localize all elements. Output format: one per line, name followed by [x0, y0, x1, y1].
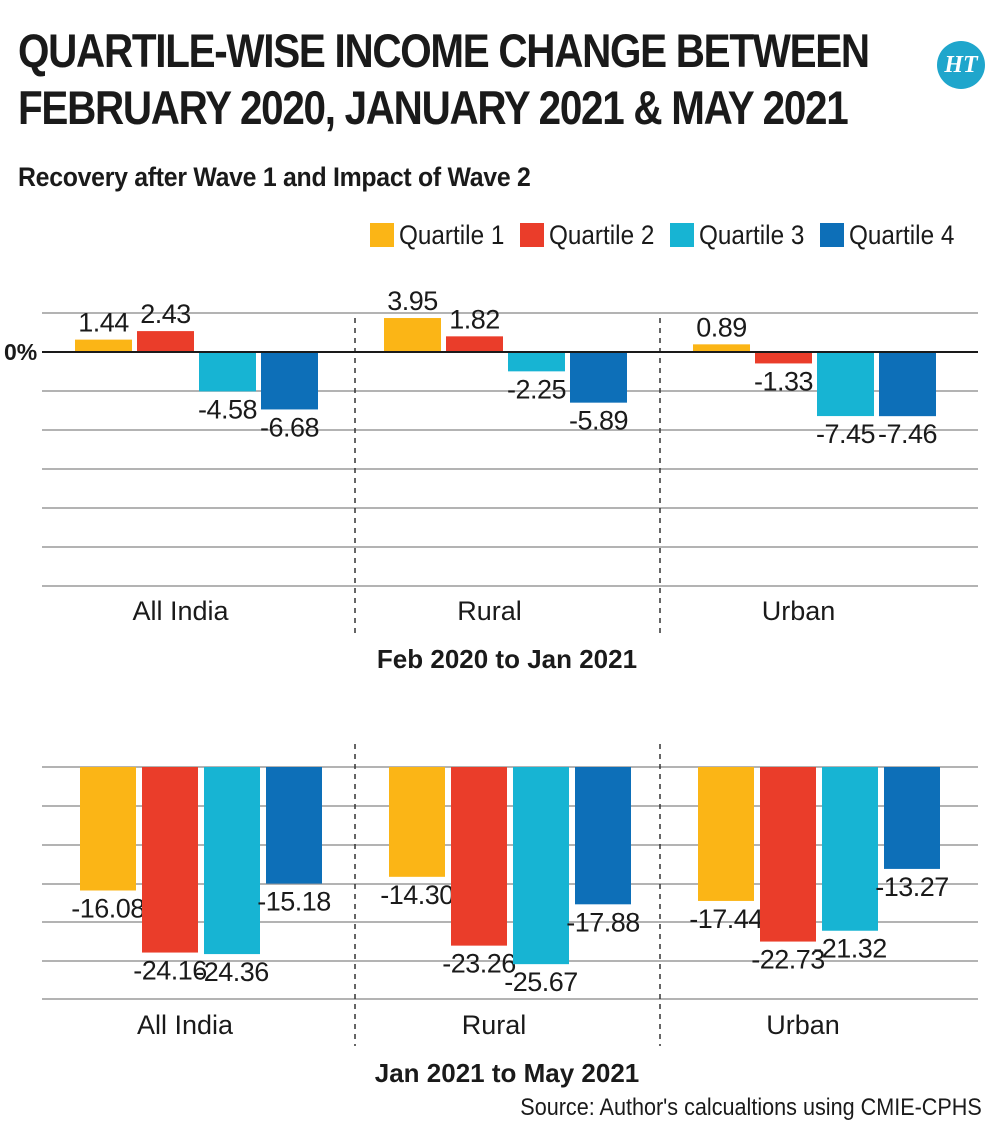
- bar: [817, 352, 874, 417]
- legend-swatch-quartile-4: [820, 223, 845, 247]
- bar: [75, 339, 132, 352]
- bar: [513, 767, 569, 965]
- title-line-2: FEBRUARY 2020, JANUARY 2021 & MAY 2021: [18, 81, 849, 134]
- bar: [760, 767, 816, 942]
- data-label: -13.27: [875, 872, 949, 902]
- zero-axis-label: 0%: [4, 339, 37, 365]
- legend-swatch-quartile-3: [670, 223, 695, 247]
- bar: [884, 767, 940, 869]
- data-label: -14.30: [380, 880, 454, 910]
- legend-item-quartile-4: Quartile 4: [820, 220, 956, 251]
- data-label: -16.08: [71, 893, 145, 923]
- data-label: -24.36: [195, 957, 269, 987]
- bar: [80, 767, 136, 891]
- chart-subtitle: Recovery after Wave 1 and Impact of Wave…: [18, 162, 531, 192]
- legend-item-quartile-2: Quartile 2: [520, 220, 656, 251]
- legend-item-quartile-3: Quartile 3: [670, 220, 806, 251]
- bar: [575, 767, 631, 905]
- bar: [384, 318, 441, 352]
- legend-swatch-quartile-1: [370, 223, 394, 247]
- category-label: Rural: [457, 596, 522, 626]
- data-label: 1.82: [449, 304, 500, 334]
- data-label: -7.46: [878, 419, 937, 449]
- category-label: Urban: [762, 596, 836, 626]
- legend-label: Quartile 4: [849, 219, 955, 250]
- bar: [879, 352, 936, 417]
- bar: [266, 767, 322, 884]
- category-label: Rural: [462, 1010, 527, 1040]
- data-label: -15.18: [257, 887, 331, 917]
- bar: [698, 767, 754, 901]
- data-label: 0.89: [696, 312, 747, 342]
- data-label: 1.44: [78, 308, 129, 338]
- data-label: -6.68: [260, 412, 319, 442]
- bar: [199, 352, 256, 392]
- data-label: -7.45: [816, 419, 875, 449]
- bar: [446, 336, 503, 352]
- category-label: All India: [137, 1010, 234, 1040]
- bar: [137, 331, 194, 352]
- data-label: -21.32: [813, 934, 887, 964]
- data-label: -25.67: [504, 967, 578, 997]
- data-label: -17.88: [566, 907, 640, 937]
- data-label: -22.73: [751, 945, 825, 975]
- bar: [508, 352, 565, 372]
- data-label: -24.16: [133, 956, 207, 986]
- legend-label: Quartile 2: [549, 219, 655, 250]
- data-label: -17.44: [689, 904, 763, 934]
- bar: [693, 344, 750, 352]
- bar: [822, 767, 878, 931]
- data-label: -2.25: [507, 374, 566, 404]
- data-label: -23.26: [442, 949, 516, 979]
- title-line-1: QUARTILE-WISE INCOME CHANGE BETWEEN: [18, 24, 870, 77]
- source-note: Source: Author's calcualtions using CMIE…: [520, 1094, 982, 1121]
- category-label: All India: [132, 596, 229, 626]
- chart-title: QUARTILE-WISE INCOME CHANGE BETWEEN FEBR…: [18, 22, 870, 136]
- panel-title: Jan 2021 to May 2021: [375, 1058, 640, 1088]
- data-label: -4.58: [198, 394, 257, 424]
- legend-swatch-quartile-2: [520, 223, 545, 247]
- bar: [142, 767, 198, 953]
- legend-item-quartile-1: Quartile 1: [370, 220, 506, 251]
- data-label: -5.89: [569, 406, 628, 436]
- panel-title: Feb 2020 to Jan 2021: [377, 644, 637, 674]
- bar: [261, 352, 318, 410]
- bar: [755, 352, 812, 364]
- bar: [204, 767, 260, 955]
- legend: Quartile 1 Quartile 2 Quartile 3 Quartil…: [370, 218, 990, 252]
- bar: [570, 352, 627, 403]
- bar: [389, 767, 445, 877]
- legend-label: Quartile 1: [399, 219, 505, 250]
- data-label: 2.43: [140, 299, 191, 329]
- category-label: Urban: [766, 1010, 840, 1040]
- data-label: 3.95: [387, 286, 438, 316]
- data-label: -1.33: [754, 366, 813, 396]
- bar: [451, 767, 507, 946]
- legend-label: Quartile 3: [699, 219, 805, 250]
- ht-logo: HT: [937, 41, 985, 89]
